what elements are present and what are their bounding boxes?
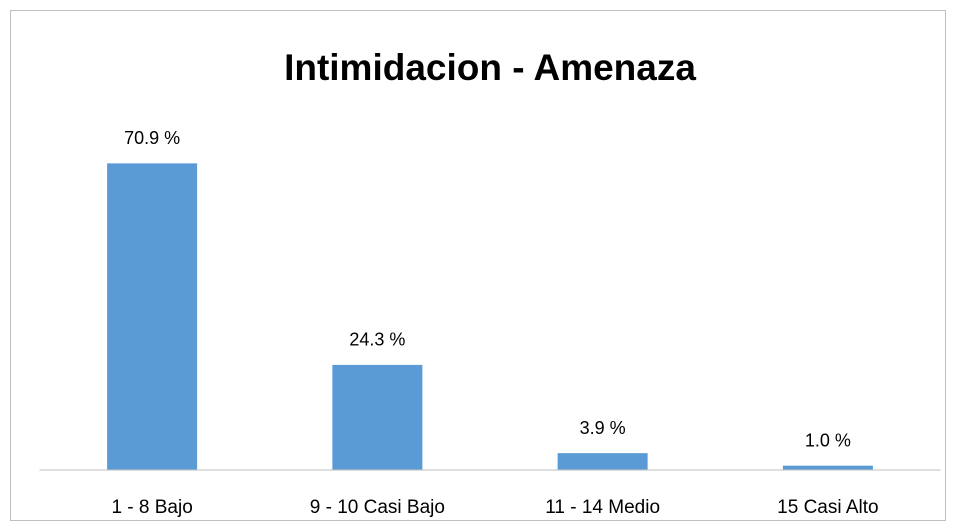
x-tick-label: 9 - 10 Casi Bajo (310, 497, 445, 518)
data-label: 24.3 % (349, 330, 405, 350)
x-tick-label: 11 - 14 Medio (545, 497, 660, 518)
data-label: 70.9 % (124, 128, 180, 148)
bar (557, 453, 648, 470)
x-tick-label: 1 - 8 Bajo (111, 497, 192, 518)
x-tick-label: 15 Casi Alto (777, 497, 878, 518)
bar (782, 465, 873, 470)
chart-title: Intimidacion - Amenaza (284, 47, 696, 88)
data-label: 1.0 % (805, 430, 851, 450)
bar (107, 163, 198, 471)
bar (332, 364, 423, 470)
data-label: 3.9 % (580, 418, 626, 438)
